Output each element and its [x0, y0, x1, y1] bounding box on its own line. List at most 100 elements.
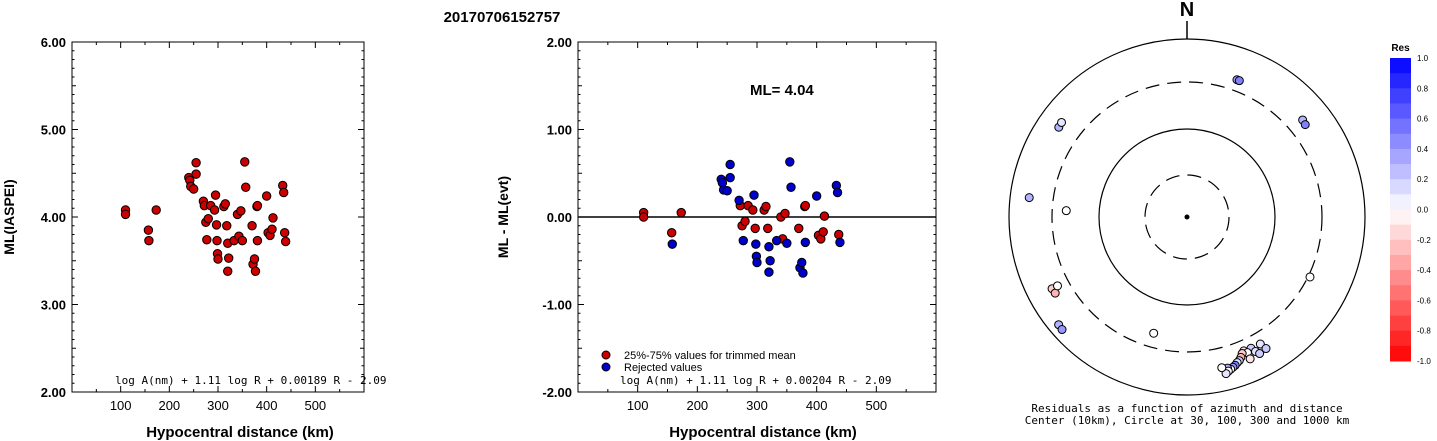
- data-point: [120, 209, 131, 220]
- data-point: [797, 257, 807, 268]
- legend-rejected-label: Rejected values: [624, 362, 703, 374]
- colorbar-cell: [1390, 315, 1411, 332]
- data-point: [279, 228, 290, 238]
- data-point: [202, 235, 212, 245]
- data-point: [240, 157, 250, 167]
- data-point: [638, 212, 649, 222]
- colorbar-tick-label: 0.6: [1417, 115, 1429, 124]
- x-tick-label: 200: [158, 398, 180, 413]
- data-point: [761, 201, 771, 212]
- station-point: [1300, 120, 1310, 130]
- data-point: [832, 187, 843, 198]
- data-point: [261, 191, 272, 201]
- data-point: [267, 224, 277, 234]
- station-point: [1149, 328, 1159, 338]
- data-point: [279, 187, 289, 198]
- station-point: [1024, 193, 1034, 203]
- colorbar-tick-label: -0.2: [1417, 236, 1431, 245]
- data-point: [800, 237, 811, 248]
- data-point: [750, 223, 760, 234]
- data-point: [794, 223, 804, 234]
- colorbar-tick-label: 0.2: [1417, 175, 1429, 184]
- data-point: [771, 235, 782, 246]
- legend-rejected-marker: [601, 362, 611, 372]
- data-point: [223, 266, 233, 276]
- middle-y-axis-label: ML - ML(evt): [495, 176, 511, 258]
- data-point: [749, 190, 759, 200]
- colorbar-tick-label: 0.0: [1417, 206, 1429, 215]
- left-formula: log A(nm) + 1.11 log R + 0.00189 R - 2.0…: [115, 374, 387, 387]
- colorbar-cell: [1390, 58, 1411, 74]
- ring-1000km: [1008, 38, 1366, 396]
- station-residual-points: [1024, 75, 1315, 379]
- middle-axis-ticks: 100 200 300 400 500 -2.00 -1.00 0.00 1.00 2.00: [542, 35, 936, 413]
- residual-vs-distance-chart: 100 200 300 400 500 -2.00 -1.00 0.00 1.00 2.00 ML…: [495, 35, 937, 441]
- data-point: [798, 268, 808, 278]
- colorbar-tick-label: -1.0: [1417, 357, 1431, 366]
- data-point: [748, 205, 758, 215]
- colorbar-cell: [1390, 88, 1411, 104]
- data-point: [752, 257, 762, 268]
- distance-rings: [1008, 38, 1366, 396]
- left-plot-frame: [71, 41, 365, 393]
- station-point: [1305, 272, 1315, 282]
- epicenter-dot: [1184, 214, 1190, 220]
- colorbar-cell: [1390, 300, 1411, 317]
- y-tick-label: -2.00: [542, 385, 572, 400]
- page-title: 20170706152757: [444, 9, 561, 26]
- data-point: [188, 184, 199, 194]
- left-data-points: [120, 157, 291, 276]
- colorbar-tick-label: -0.6: [1417, 296, 1431, 305]
- x-tick-label: 400: [256, 398, 278, 413]
- data-point: [220, 199, 231, 209]
- legend-trimmed-marker: [601, 350, 611, 360]
- station-point: [1221, 369, 1231, 379]
- data-point: [734, 195, 744, 206]
- station-point: [1057, 325, 1067, 335]
- colorbar-cell: [1390, 254, 1411, 271]
- station-point: [1261, 344, 1271, 354]
- data-point: [764, 242, 774, 252]
- data-point: [247, 221, 257, 231]
- data-point: [151, 205, 161, 215]
- data-point: [738, 235, 748, 246]
- x-tick-label: 500: [304, 398, 326, 413]
- legend-trimmed-label: 25%-75% values for trimmed mean: [624, 350, 796, 362]
- colorbar-title: Res: [1391, 43, 1410, 54]
- data-point: [241, 182, 251, 192]
- x-tick-label: 300: [207, 398, 229, 413]
- station-point: [1217, 363, 1227, 373]
- data-point: [222, 221, 232, 231]
- x-tick-label: 100: [627, 398, 649, 413]
- colorbar-tick-label: 1.0: [1417, 54, 1429, 63]
- data-point: [252, 200, 263, 211]
- data-point: [818, 227, 828, 237]
- x-tick-label: 300: [746, 398, 768, 413]
- data-point: [763, 223, 773, 234]
- data-point: [250, 266, 261, 276]
- colorbar-cell: [1390, 179, 1411, 195]
- data-point: [740, 216, 750, 227]
- station-point: [1061, 206, 1071, 216]
- colorbar-cell: [1390, 345, 1411, 362]
- data-point: [211, 220, 222, 230]
- data-point: [666, 228, 677, 238]
- colorbar-tick-label: -0.4: [1417, 266, 1431, 275]
- data-point: [785, 157, 795, 167]
- y-tick-label: 5.00: [41, 123, 66, 138]
- data-point: [144, 235, 154, 246]
- colorbar-cell: [1390, 164, 1411, 180]
- data-point: [780, 208, 790, 219]
- colorbar-cell: [1390, 73, 1411, 89]
- ml-value-label: ML= 4.04: [750, 82, 814, 99]
- colorbar-tick-label: 0.8: [1417, 84, 1429, 93]
- y-tick-label: 0.00: [547, 210, 572, 225]
- middle-data-points: [638, 157, 845, 278]
- ring-300km: [1051, 81, 1323, 353]
- x-tick-label: 200: [686, 398, 708, 413]
- y-tick-label: 3.00: [41, 298, 66, 313]
- polar-caption-line2: Center (10km), Circle at 30, 100, 300 an…: [1025, 414, 1350, 427]
- data-point: [209, 205, 220, 215]
- colorbar-tick-labels: 1.0 0.8 0.6 0.4 0.2 0.0 -0.2 -0.4 -0.6 -0.8 -1.0: [1417, 54, 1431, 366]
